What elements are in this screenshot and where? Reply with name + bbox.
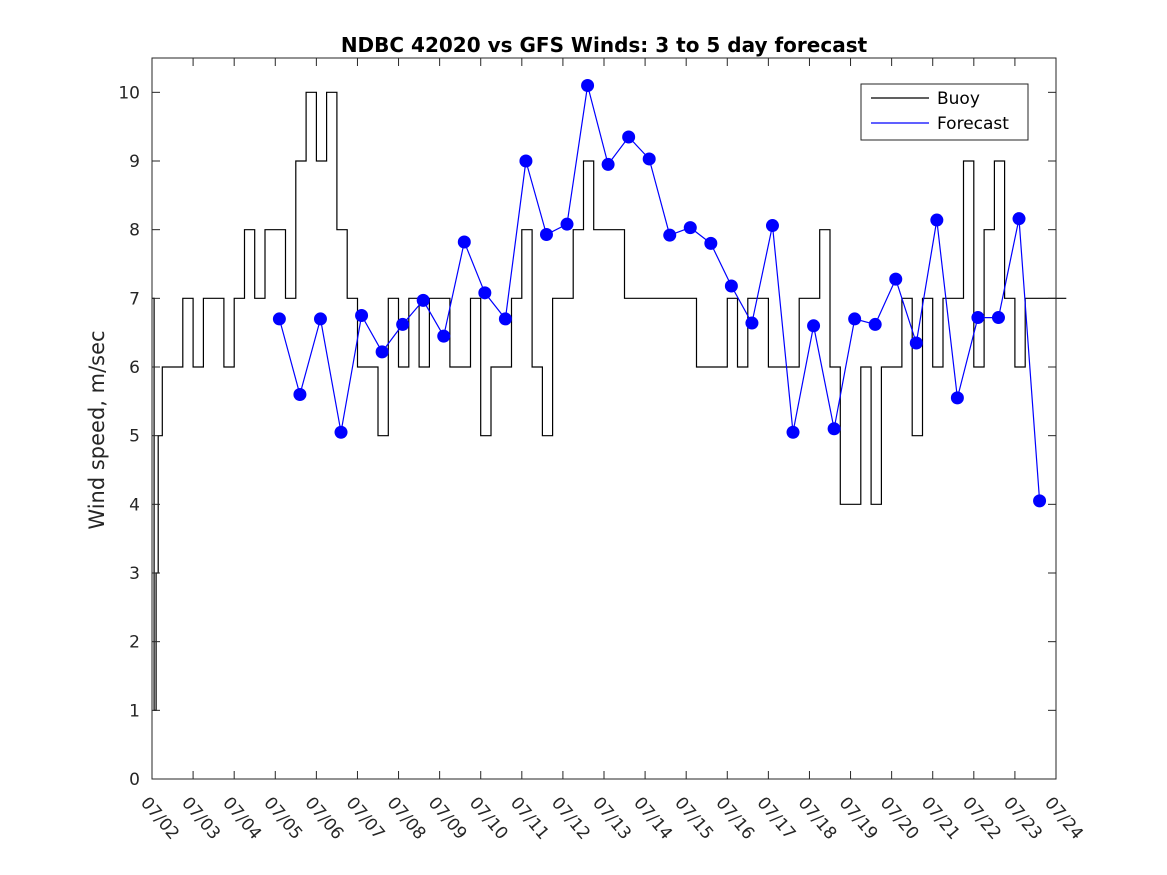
forecast-point [293,387,307,401]
forecast-point [539,227,553,241]
forecast-point [334,425,348,439]
chart-title: NDBC 42020 vs GFS Winds: 3 to 5 day fore… [341,33,868,57]
forecast-point [1012,212,1026,226]
y-tick-label: 8 [129,221,140,241]
forecast-point [498,312,512,326]
forecast-point [889,272,903,286]
forecast-point [375,345,389,359]
y-tick-label: 2 [129,633,140,653]
y-axis-label: Wind speed, m/sec [85,330,109,529]
forecast-point [868,317,882,331]
y-tick-label: 10 [118,83,140,103]
forecast-point [848,312,862,326]
forecast-point [991,311,1005,325]
forecast-point [355,309,369,322]
y-tick-label: 4 [129,495,140,515]
forecast-point [581,78,595,92]
forecast-point [457,235,471,249]
forecast-point [437,329,451,343]
legend-label: Forecast [937,114,1009,134]
forecast-point [765,219,779,233]
y-axis-ticks: 0 1 2 3 4 5 6 7 8 9 10 [118,83,1056,790]
forecast-point [478,286,492,300]
y-tick-label: 0 [129,770,140,790]
forecast-point [724,279,738,293]
forecast-point [396,317,410,331]
forecast-point [642,152,656,166]
forecast-point [519,154,533,168]
y-tick-label: 7 [129,289,140,309]
forecast-point [416,293,430,307]
forecast-point [663,228,677,242]
forecast-point [786,425,800,439]
forecast-point [272,312,286,326]
forecast-point [313,312,327,326]
forecast-point [1033,494,1047,508]
forecast-point [622,130,636,144]
legend: Buoy Forecast [860,83,1029,141]
y-tick-label: 1 [129,701,140,721]
buoy-series-line [152,91,1067,711]
forecast-point [930,213,944,227]
y-tick-label: 9 [129,152,140,172]
plot-area [151,57,1067,780]
forecast-point [909,336,923,350]
forecast-point [560,217,574,231]
forecast-point [971,311,985,325]
forecast-point [745,316,759,330]
y-tick-label: 3 [129,564,140,584]
y-tick-label: 5 [129,427,140,447]
legend-box [860,83,1029,141]
forecast-point [950,391,964,405]
forecast-point [827,422,841,436]
forecast-point [601,157,615,171]
legend-label: Buoy [937,89,980,109]
forecast-point [683,221,697,235]
forecast-point [704,236,718,250]
y-tick-label: 6 [129,358,140,378]
forecast-point [807,319,821,333]
